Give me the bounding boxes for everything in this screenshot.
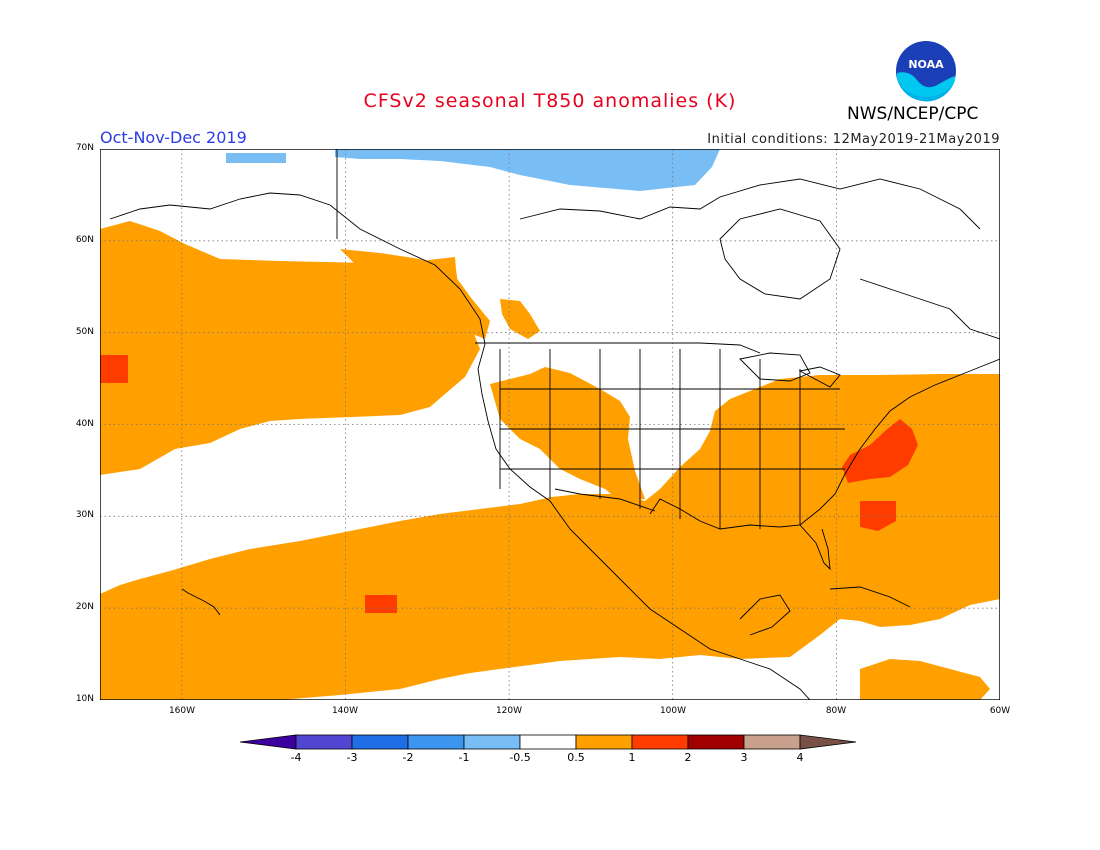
arctic-islands [519,178,981,230]
colorbar-swatch [295,734,353,750]
colorbar-swatch-min [240,734,297,750]
gulf-coast [649,473,846,530]
lon-label-60w: 60W [989,706,1011,716]
colorbar-swatch [351,734,409,750]
colorbar-label: -3 [346,751,358,764]
colorbar-swatch [631,734,689,750]
colorbar-label: -0.5 [509,751,531,764]
hawaii-islands [181,588,221,616]
arctic-cool-patch [226,153,286,163]
us-state-lines [499,349,845,529]
caribbean-warm-region [860,659,990,700]
graticule [100,149,1000,700]
initial-conditions-label: Initial conditions: 12May2019-21May2019 [707,132,1000,147]
lat-label-10n: 10N [75,694,94,704]
colorbar-label: 2 [684,751,692,764]
colorbar-swatch [687,734,745,750]
lon-label-100w: 100W [659,706,687,716]
lon-label-140w: 140W [331,706,359,716]
florida [799,524,831,571]
agency-label: NWS/NCEP/CPC [847,104,979,124]
colorbar-swatch [407,734,465,750]
anomaly-regions-neg [226,149,720,191]
pacific-northwest-warm-region [500,299,540,339]
season-label: Oct-Nov-Dec 2019 [100,128,247,147]
colorbar-label: 4 [796,751,804,764]
logo-text: NOAA [908,58,944,71]
anomaly-regions-0.5-1 [100,221,1000,700]
colorbar-label: -1 [458,751,470,764]
lat-label-50n: 50N [75,327,94,337]
coastlines [109,149,1000,700]
yucatan [739,594,791,636]
lat-label-20n: 20N [75,602,94,612]
lat-label-30n: 30N [75,510,94,520]
alaska-coastline [109,192,486,345]
hudson-bay [719,208,841,300]
colorbar-swatch [463,734,521,750]
labrador-coast [859,278,1000,340]
pacific-warm-patch-north [100,355,128,383]
eastern-us-atlantic-warm-region [100,374,1000,700]
colorbar-swatch [743,734,801,750]
chart-title: CFSv2 seasonal T850 anomalies (K) [363,90,737,112]
east-coast [844,358,1000,475]
noaa-logo-icon: NOAA [896,41,956,102]
great-lakes [739,352,841,388]
lon-label-160w: 160W [168,706,196,716]
colorbar-label: 3 [740,751,748,764]
pacific-warm-patch-south [365,595,397,613]
colorbar-swatch-max [799,734,857,750]
colorbar-swatch [519,734,577,750]
colorbar-label: 0.5 [567,751,585,764]
lon-label-80w: 80W [825,706,847,716]
north-america-west-coast [477,343,811,700]
lon-label-120w: 120W [495,706,523,716]
canada-us-border [475,342,761,354]
lat-label-60n: 60N [75,235,94,245]
arctic-cool-region [335,149,720,191]
colorbar-label: -4 [290,751,302,764]
cuba [829,586,911,608]
colorbar-label: 1 [628,751,636,764]
anomaly-map [100,149,1000,700]
western-us-warm-region [490,367,645,501]
lat-label-40n: 40N [75,419,94,429]
anomaly-regions-1-2 [100,355,918,613]
colorbar [240,734,857,750]
mid-atlantic-warm-patch [842,419,918,483]
gulf-alaska-coast-warm-region [340,249,490,339]
north-pacific-warm-region [100,221,480,475]
colorbar-label: -2 [402,751,414,764]
lat-label-70n: 70N [75,143,94,153]
colorbar-swatch [575,734,633,750]
atlantic-warm-patch [860,501,896,531]
